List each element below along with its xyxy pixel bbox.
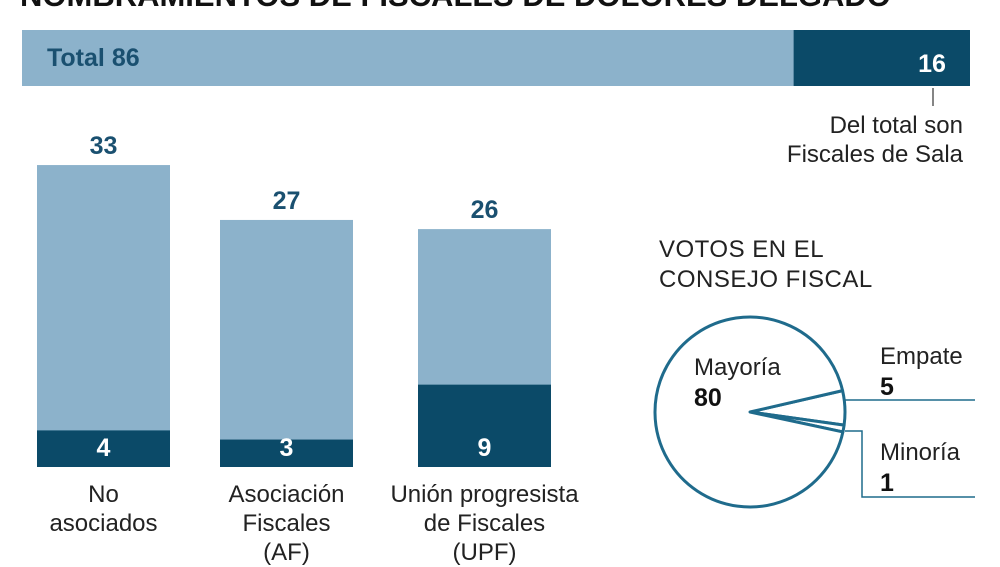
total-label-text: Total [47, 44, 105, 72]
annotation: Fiscales de Sala [787, 141, 964, 168]
leader-line [845, 430, 975, 498]
slice-value: 5 [880, 373, 894, 401]
value-label: 33 [90, 132, 118, 160]
category-label: (AF) [263, 539, 310, 566]
inner-value-label: 4 [97, 434, 111, 462]
category-label: de Fiscales [424, 510, 545, 537]
total-value: 86 [112, 44, 140, 72]
pie-title: CONSEJO FISCAL [659, 266, 873, 293]
bar [37, 165, 170, 468]
slice-label: Minoría [880, 439, 961, 466]
inner-value-label: 3 [280, 434, 294, 462]
category-label: Asociación [228, 481, 344, 508]
category-label: asociados [49, 510, 157, 537]
inner-value-label: 9 [478, 434, 492, 462]
value-label: 26 [471, 196, 499, 224]
slice-value: 1 [880, 469, 894, 497]
page-title: NOMBRAMIENTOS DE FISCALES DE DOLORES DEL… [20, 0, 891, 13]
pie-title: VOTOS EN EL [659, 236, 824, 263]
slice-label: Mayoría [694, 354, 781, 381]
slice-label: Empate [880, 343, 963, 370]
segment-value: 16 [918, 50, 946, 78]
bar-segment [793, 30, 970, 86]
pie-slice [653, 315, 845, 509]
bar-inner [418, 384, 551, 467]
bar-inner [220, 439, 353, 467]
bar-inner [37, 430, 170, 467]
category-label: Unión progresista [390, 481, 579, 508]
value-label: 27 [273, 187, 301, 215]
category-label: Fiscales [242, 510, 330, 537]
bar [220, 219, 353, 467]
category-label: (UPF) [453, 539, 517, 566]
category-label: No [88, 481, 119, 508]
slice-value: 80 [694, 384, 722, 412]
total-label: Total 86 [47, 44, 140, 72]
annotation: Del total son [830, 112, 963, 139]
